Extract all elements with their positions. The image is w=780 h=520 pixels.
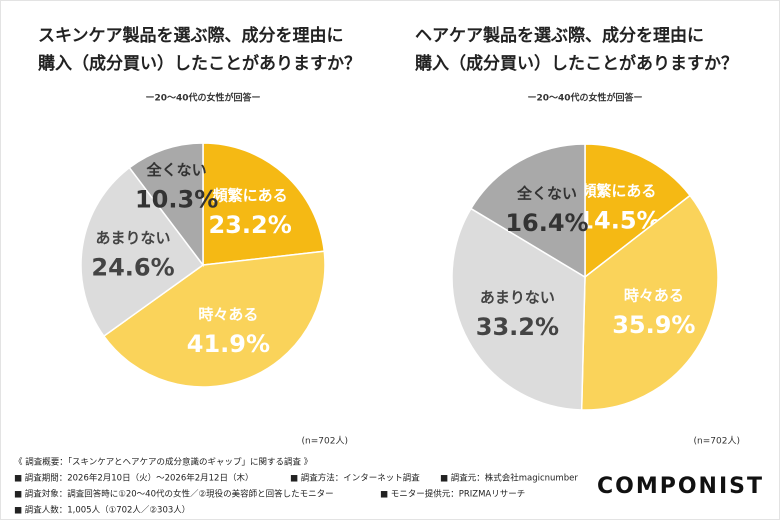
pie-slice [580,194,719,411]
chart-title: ヘアケア製品を選ぶ際、成分を理由に [415,25,704,46]
chart-subtitle: ー20〜40代の女性が回答ー [145,92,260,104]
footer-heading: 《 調査概要：「スキンケアとヘアケアの成分意識のギャップ」に関する調査 》 [14,457,312,468]
sample-note: (n=702人) [302,436,348,447]
footer-line: ■ 調査対象：調査回答時に①20〜40代の女性／②現役の美容師と回答したモニター [14,489,334,500]
pie-slice [584,143,692,279]
footer-line: ■ 調査人数：1,005人（①702人／②303人） [14,505,190,516]
pie-slice [469,143,586,279]
pie-slice [128,142,204,268]
slice-name: 時々ある [198,306,258,324]
slice-name: 全くない [146,161,207,179]
chart-title: 購入（成分買い）したことがありますか？ [415,53,738,74]
slice-name: 頻繁にある [213,187,288,205]
slice-name: 時々ある [624,286,684,304]
slice-value: 10.3% [135,185,218,213]
footer-line: ■ 調査方法：インターネット調査 [290,473,420,484]
sample-note: (n=702人) [694,436,740,447]
slice-value: 35.9% [612,311,695,339]
chart-subtitle: ー20〜40代の女性が回答ー [527,92,642,104]
chart-title: 購入（成分買い）したことがありますか？ [38,53,361,74]
slice-name: あまりない [480,289,555,307]
pie-slice [202,142,326,266]
slice-value: 41.9% [187,330,270,358]
footer-line: ■ 調査元：株式会社magicnumber [440,473,578,484]
slice-name: あまりない [96,229,171,247]
footer-line: ■ モニター提供元：PRIZMAリサーチ [380,489,525,500]
slice-value: 16.4% [505,209,588,237]
pie-slice [451,207,586,411]
slice-name: 全くない [516,184,577,202]
chart-title: スキンケア製品を選ぶ際、成分を理由に [38,25,344,46]
footer-line: ■ 調査期間：2026年2月10日（火）〜2026年2月12日（木） [14,473,253,484]
slice-value: 23.2% [208,211,291,239]
slice-value: 33.2% [476,313,559,341]
slice-value: 24.6% [91,253,174,281]
pie-slice [102,250,326,388]
logo: COMPONIST [597,474,764,499]
pie-slice [80,166,205,338]
slice-name: 頻繁にある [581,182,656,200]
